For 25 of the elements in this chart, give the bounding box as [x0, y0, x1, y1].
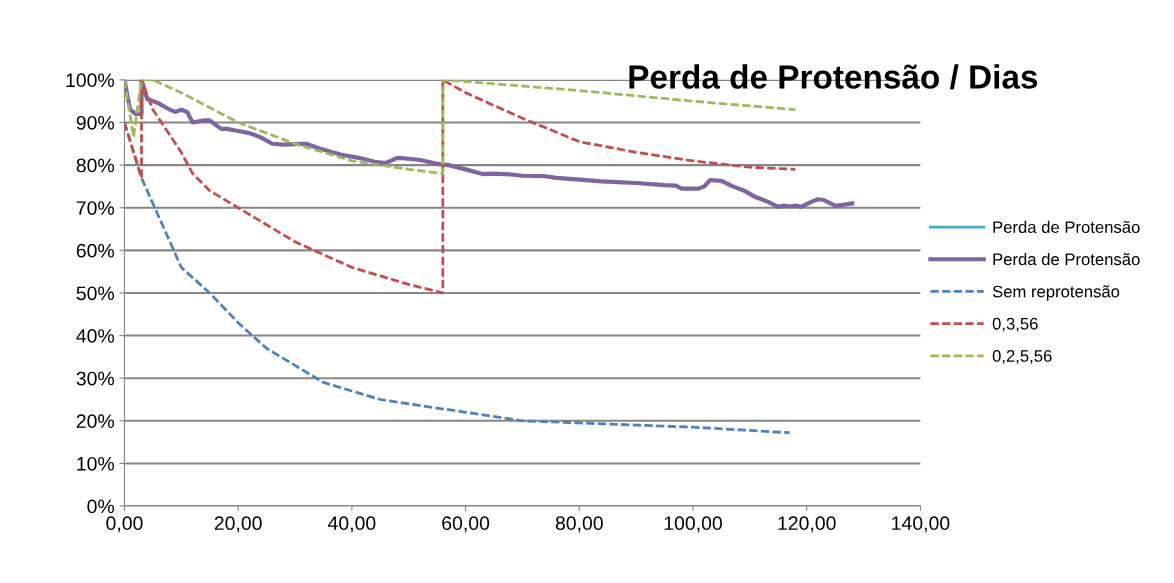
legend-label: Perda de Protensão	[993, 220, 1140, 234]
y-tick-label: 80%	[76, 158, 115, 173]
y-tick-label: 100%	[66, 73, 115, 88]
x-tick-label: 120,00	[778, 516, 836, 533]
chart-title: Perda de Protensão / Dias	[629, 64, 1038, 90]
x-tick-label: 60,00	[442, 516, 490, 533]
legend-label: Sem reprotensão	[992, 285, 1120, 301]
x-tick-label: 140,00	[892, 516, 950, 533]
x-tick-label: 0,00	[106, 516, 143, 533]
y-tick-label: 10%	[77, 456, 115, 471]
x-tick-label: 40,00	[327, 516, 376, 533]
legend-label: 0,2,5,56	[992, 350, 1052, 364]
legend-label: Perda de Protensão	[993, 252, 1140, 266]
y-tick-label: 40%	[76, 329, 115, 343]
x-tick-label: 80,00	[555, 516, 603, 533]
y-tick-label: 0%	[87, 499, 115, 514]
y-tick-label: 60%	[76, 243, 115, 258]
legend-label: 0,3,56	[992, 317, 1038, 332]
y-tick-label: 30%	[76, 371, 115, 386]
y-tick-label: 90%	[76, 115, 115, 130]
y-tick-label: 70%	[76, 201, 115, 215]
x-tick-label: 20,00	[214, 516, 262, 533]
y-tick-label: 50%	[76, 286, 115, 301]
y-tick-label: 20%	[76, 414, 115, 429]
x-tick-label: 100,00	[664, 516, 722, 533]
